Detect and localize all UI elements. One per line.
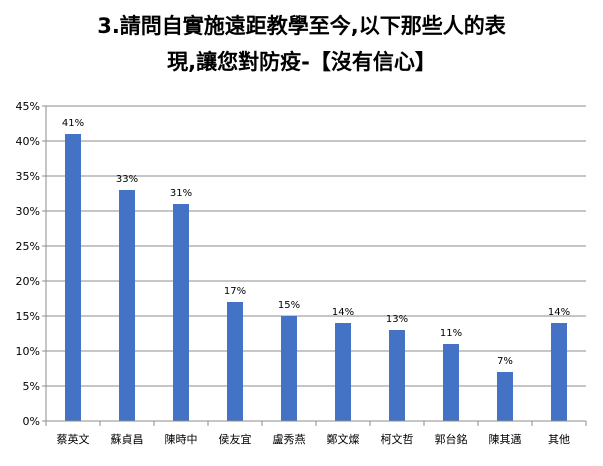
y-tick-label: 30% [16, 205, 40, 218]
axes [45, 106, 586, 422]
chart-title-line-1: 3.請問自實施遠距教學至今,以下那些人的表 [97, 14, 506, 38]
y-tick-label: 10% [16, 345, 40, 358]
x-category-label: 盧秀燕 [273, 432, 306, 446]
x-category-label: 蔡英文 [57, 432, 90, 446]
bar [335, 323, 351, 421]
bar [227, 302, 243, 421]
bars [65, 134, 567, 421]
x-category-label: 其他 [548, 433, 570, 446]
x-category-label: 陳時中 [165, 433, 198, 446]
bar [173, 204, 189, 421]
x-category-label: 郭台銘 [435, 432, 468, 446]
x-category-label: 陳其邁 [489, 432, 522, 446]
y-tick-label: 25% [16, 240, 40, 253]
x-category-label: 柯文哲 [381, 432, 414, 446]
y-tick-label: 5% [23, 380, 40, 393]
bar [497, 372, 513, 421]
bar [443, 344, 459, 421]
x-category-label: 鄭文燦 [327, 432, 360, 446]
gridlines [46, 105, 586, 422]
bar [281, 316, 297, 421]
data-label: 7% [497, 356, 513, 367]
data-label: 33% [116, 174, 138, 185]
data-labels: 41% 33% 31% 17% 15% 14% 13% 11% 7% 14% [62, 118, 570, 367]
data-label: 41% [62, 118, 84, 129]
data-label: 17% [224, 286, 246, 297]
x-category-label: 侯友宜 [219, 432, 252, 446]
data-label: 13% [386, 314, 408, 325]
y-axis-ticks: 0% 5% 10% 15% 20% 25% 30% 35% 40% 45% [16, 100, 46, 428]
y-tick-label: 45% [16, 100, 40, 113]
bar [65, 134, 81, 421]
data-label: 14% [332, 307, 354, 318]
x-category-label: 蘇貞昌 [111, 433, 144, 446]
bar [551, 323, 567, 421]
chart-title-line-2: 現,讓您對防疫-【沒有信心】 [167, 50, 436, 74]
x-axis-categories: 蔡英文 蘇貞昌 陳時中 侯友宜 盧秀燕 鄭文燦 柯文哲 郭台銘 陳其邁 其他 [45, 421, 587, 446]
bar [119, 190, 135, 421]
data-label: 31% [170, 188, 192, 199]
y-tick-label: 40% [16, 135, 40, 148]
y-tick-label: 0% [23, 415, 40, 428]
y-tick-label: 20% [16, 275, 40, 288]
data-label: 15% [278, 300, 300, 311]
bar [389, 330, 405, 421]
y-tick-label: 35% [16, 170, 40, 183]
chart-title: 3.請問自實施遠距教學至今,以下那些人的表 現,讓您對防疫-【沒有信心】 [0, 8, 603, 80]
y-tick-label: 15% [16, 310, 40, 323]
data-label: 11% [440, 328, 462, 339]
data-label: 14% [548, 307, 570, 318]
